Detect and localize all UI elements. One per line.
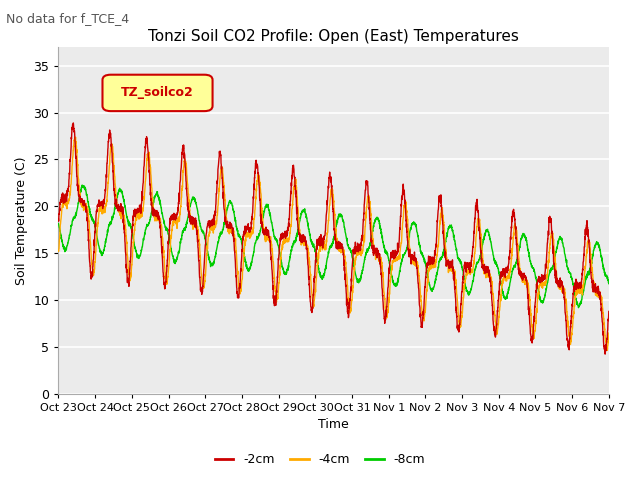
Y-axis label: Soil Temperature (C): Soil Temperature (C): [15, 156, 28, 285]
Legend: -2cm, -4cm, -8cm: -2cm, -4cm, -8cm: [209, 448, 431, 471]
FancyBboxPatch shape: [102, 75, 212, 111]
Title: Tonzi Soil CO2 Profile: Open (East) Temperatures: Tonzi Soil CO2 Profile: Open (East) Temp…: [148, 29, 519, 44]
Text: TZ_soilco2: TZ_soilco2: [121, 85, 194, 98]
Text: No data for f_TCE_4: No data for f_TCE_4: [6, 12, 129, 25]
X-axis label: Time: Time: [318, 419, 349, 432]
